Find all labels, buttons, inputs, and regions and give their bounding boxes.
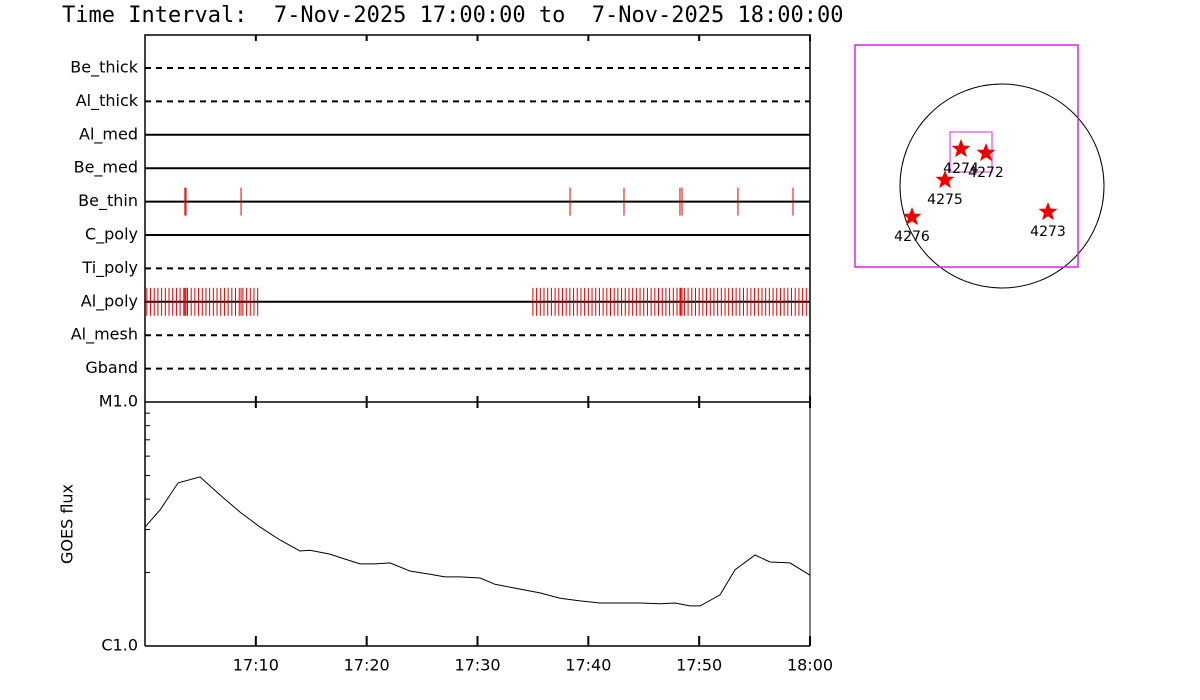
row-label: Be_thick [70,58,138,78]
x-tick-label: 18:00 [787,656,833,675]
region-star [902,207,922,226]
row-label: Ti_poly [81,258,138,278]
region-star [1038,202,1058,221]
row-label: Al_med [79,124,138,144]
row-label: C_poly [85,225,138,245]
row-label: Be_thin [78,191,138,211]
flux-line [144,476,811,607]
x-tick-label: 17:30 [454,656,500,675]
row-label: Al_mesh [71,325,138,345]
region-label: 4273 [1030,224,1066,240]
region-star [976,143,996,162]
x-tick-label: 17:20 [344,656,390,675]
x-tick-label: 17:50 [676,656,722,675]
region-star [951,139,971,158]
fov-box [854,44,1079,268]
chart-title: Time Interval: 7-Nov-2025 17:00:00 to 7-… [62,3,843,28]
row-label: Be_med [74,158,138,178]
region-label: 4274 [943,161,979,177]
region-label: 4272 [968,165,1004,181]
row-label: Al_thick [76,91,139,111]
x-tick-label: 17:10 [233,656,279,675]
y-tick-label: M1.0 [99,392,138,411]
solar-limb [899,83,1105,289]
region-label: 4275 [927,192,963,208]
region-star [935,170,955,189]
region-label: 4276 [894,229,930,245]
row-label: Al_poly [81,291,138,311]
row-label: Gband [85,358,138,377]
timeline-frame [144,34,811,403]
y-axis-label: GOES flux [58,484,77,564]
y-tick-label: C1.0 [101,636,138,655]
x-tick-label: 17:40 [565,656,611,675]
